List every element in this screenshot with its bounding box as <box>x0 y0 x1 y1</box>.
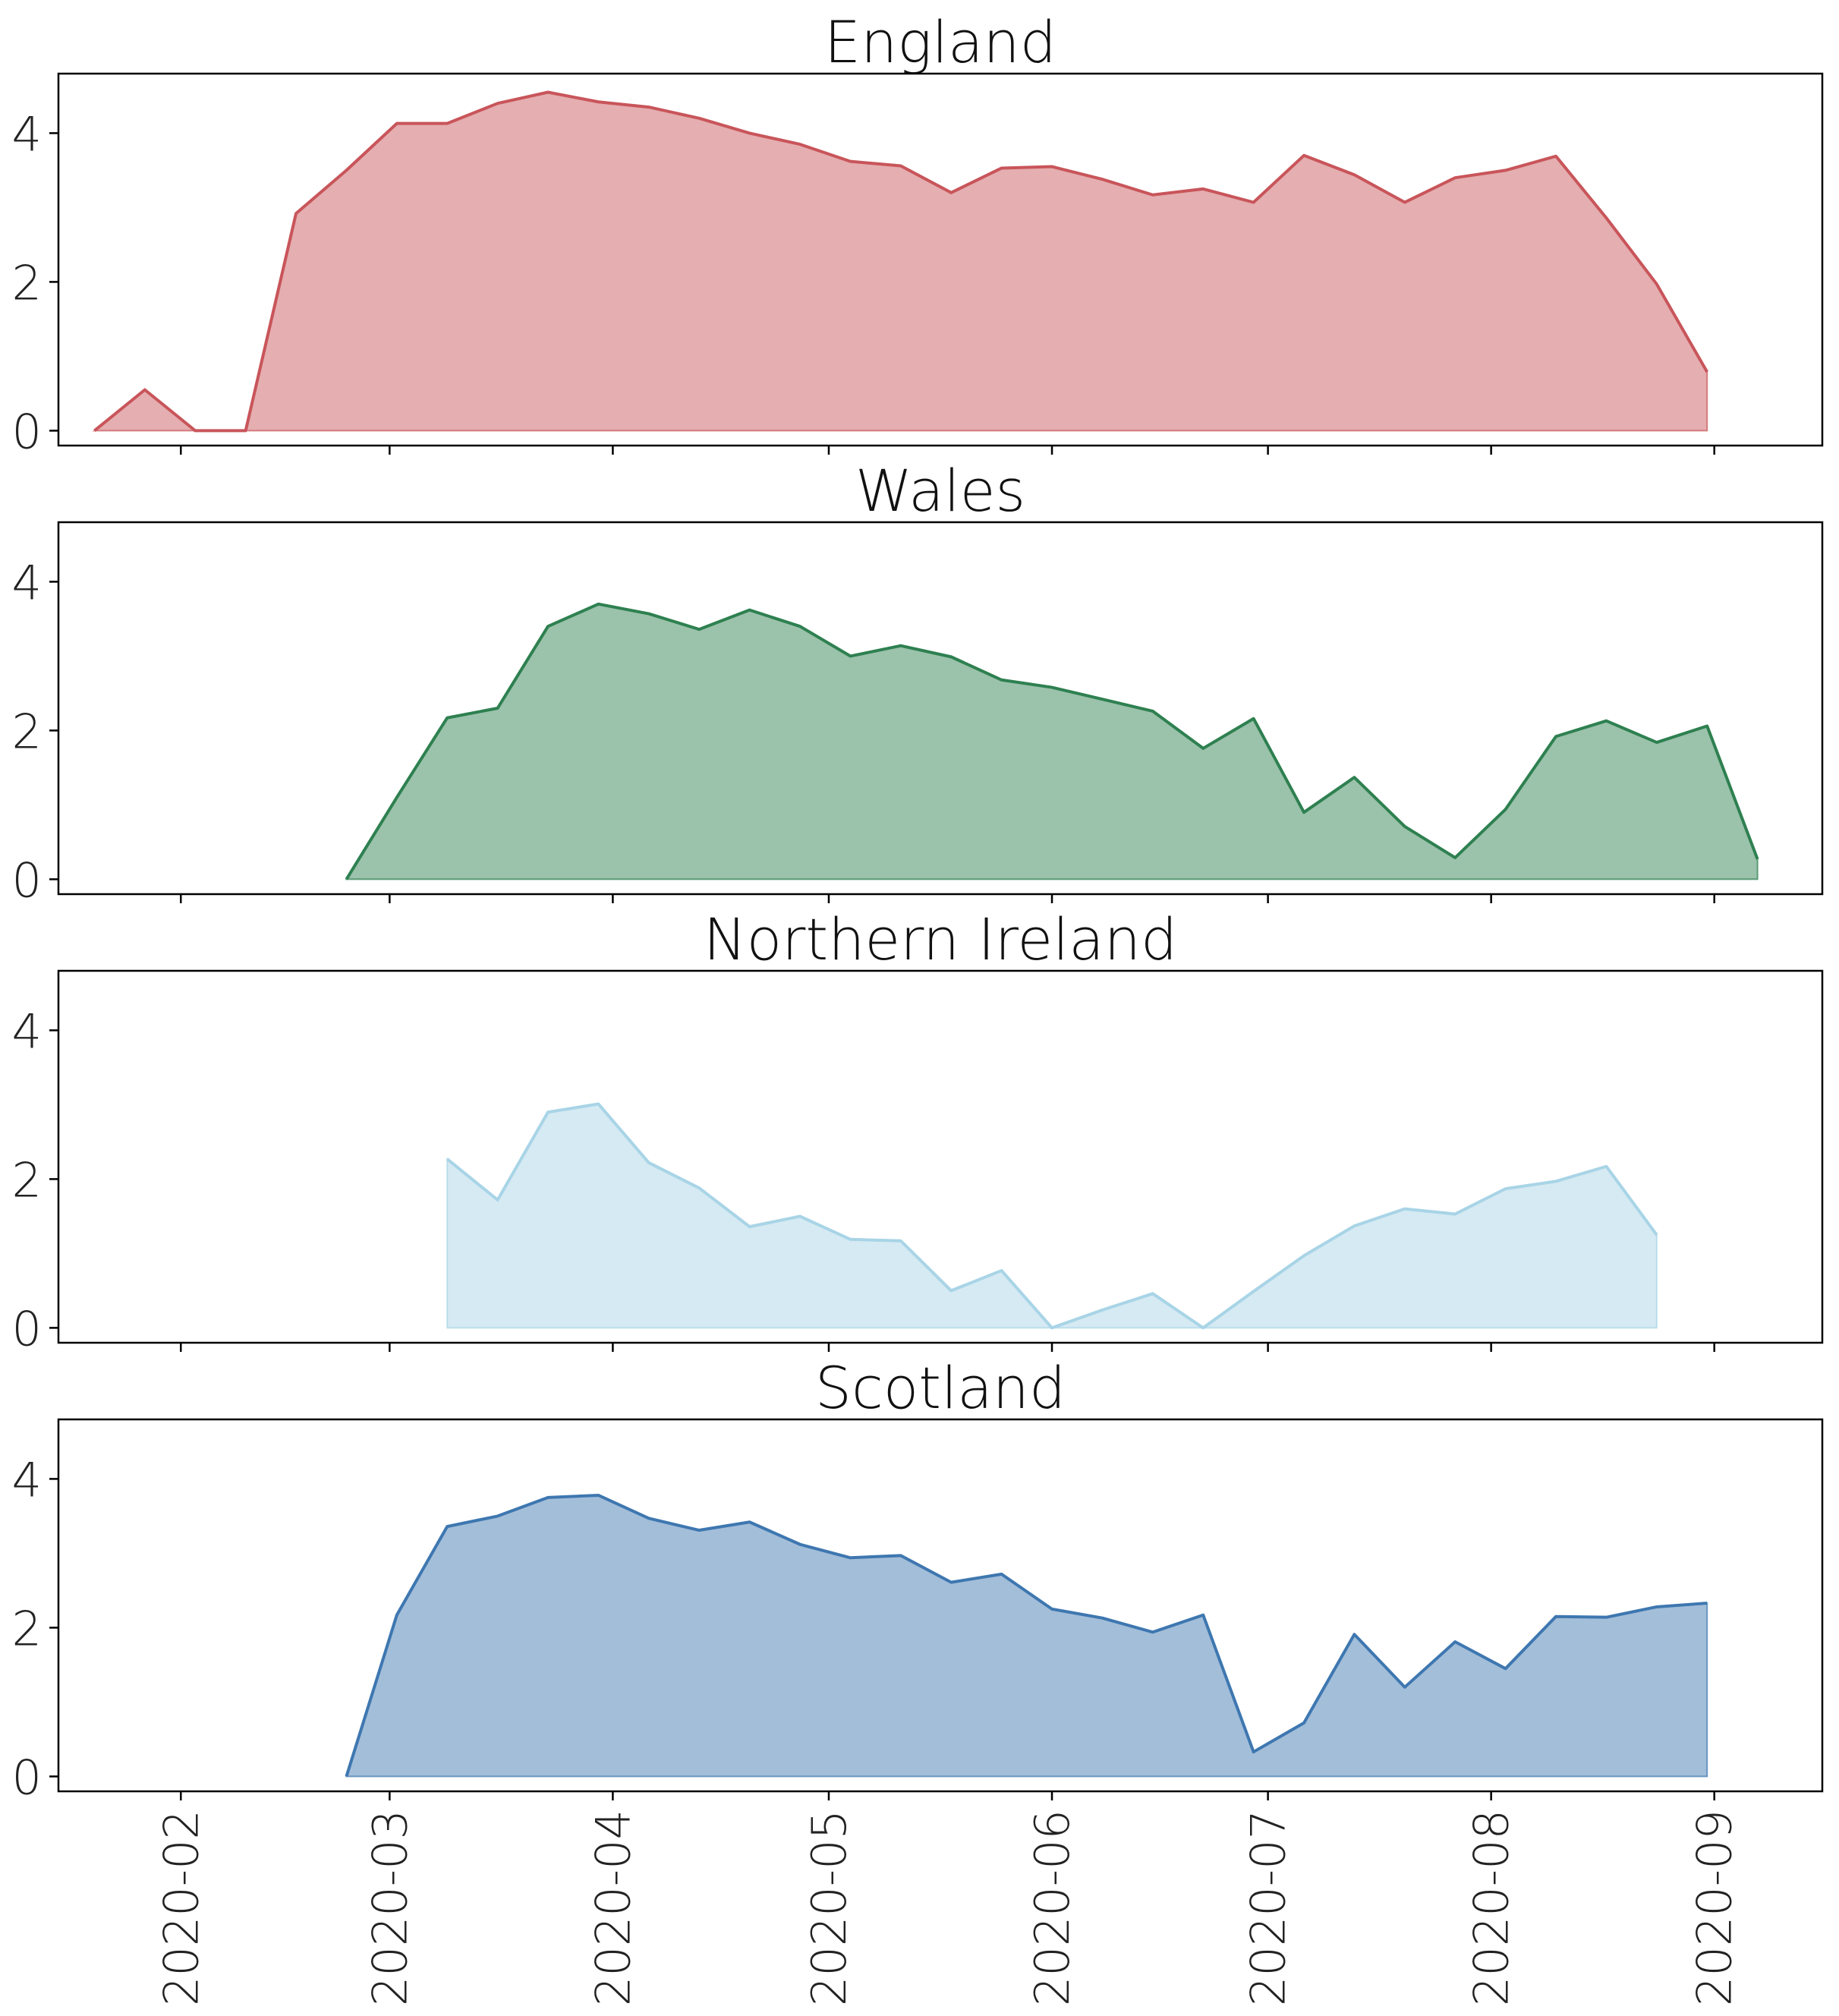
x-tick-label: 2020-05 <box>801 1810 857 2006</box>
y-tick-label: 4 <box>12 1003 42 1059</box>
x-tick-label: 2020-06 <box>1025 1810 1080 2006</box>
series-line <box>345 1493 1708 1777</box>
y-tick-label: 2 <box>12 1601 42 1656</box>
x-tick-label: 2020-03 <box>362 1810 417 2006</box>
panel-title: Scotland <box>815 1354 1066 1422</box>
y-tick-label: 2 <box>12 1152 42 1208</box>
axes-frame <box>57 1418 1824 1793</box>
axes-frame <box>57 72 1824 447</box>
x-tick-label: 2020-07 <box>1241 1810 1296 2006</box>
y-tick-label: 2 <box>12 255 42 310</box>
panel-northern-ireland: Northern Ireland 0 2 4 <box>12 906 1824 1356</box>
panel-wales: Wales 0 2 4 <box>12 457 1824 908</box>
y-tick-label: 2 <box>12 704 42 759</box>
y-tick-label: 4 <box>12 106 42 162</box>
axes-frame <box>57 521 1824 896</box>
y-tick-label: 0 <box>12 404 42 459</box>
series-area <box>345 1494 1708 1778</box>
panel-title: England <box>824 8 1056 76</box>
x-tick-label: 2020-02 <box>153 1810 209 2006</box>
y-tick-label: 4 <box>12 555 42 610</box>
axes-frame <box>57 969 1824 1344</box>
x-tick-label: 2020-04 <box>585 1810 641 2006</box>
panel-scotland: Scotland 0 2 4 <box>12 1354 1824 1805</box>
y-tick-label: 0 <box>12 1301 42 1356</box>
panel-england: England 0 2 4 <box>12 8 1824 459</box>
series-area <box>92 91 1708 432</box>
y-tick-label: 0 <box>12 852 42 908</box>
series-area <box>345 603 1759 880</box>
x-tick-label: 2020-09 <box>1687 1810 1743 2006</box>
y-tick-label: 0 <box>12 1750 42 1805</box>
panel-title: Northern Ireland <box>704 906 1177 973</box>
x-tick-label: 2020-08 <box>1464 1810 1519 2006</box>
y-tick-label: 4 <box>12 1452 42 1507</box>
panel-title: Wales <box>855 457 1025 524</box>
